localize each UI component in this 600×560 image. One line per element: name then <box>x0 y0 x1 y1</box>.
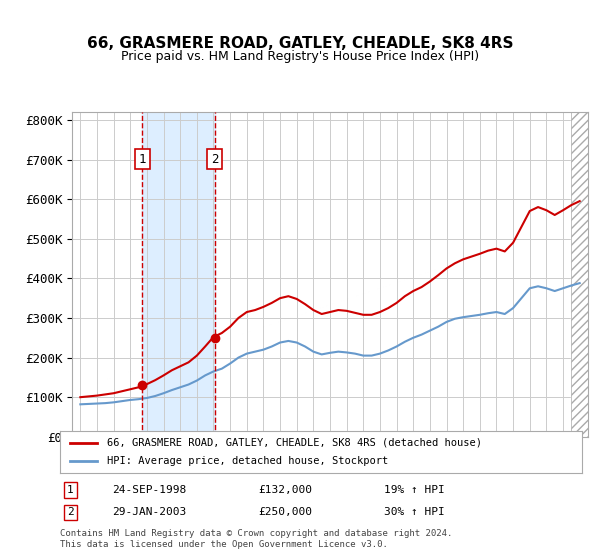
Bar <box>571 112 588 437</box>
Bar <box>142 112 215 437</box>
Text: 1: 1 <box>139 152 146 166</box>
Text: £132,000: £132,000 <box>259 485 313 495</box>
Text: 1: 1 <box>67 485 74 495</box>
Text: 19% ↑ HPI: 19% ↑ HPI <box>383 485 445 495</box>
Text: 29-JAN-2003: 29-JAN-2003 <box>112 507 187 517</box>
Text: 30% ↑ HPI: 30% ↑ HPI <box>383 507 445 517</box>
Text: £250,000: £250,000 <box>259 507 313 517</box>
Bar <box>571 112 588 437</box>
Text: 2: 2 <box>211 152 218 166</box>
Text: 2: 2 <box>67 507 74 517</box>
Text: HPI: Average price, detached house, Stockport: HPI: Average price, detached house, Stoc… <box>107 456 388 466</box>
Text: 24-SEP-1998: 24-SEP-1998 <box>112 485 187 495</box>
Text: 66, GRASMERE ROAD, GATLEY, CHEADLE, SK8 4RS: 66, GRASMERE ROAD, GATLEY, CHEADLE, SK8 … <box>87 36 513 52</box>
Text: 66, GRASMERE ROAD, GATLEY, CHEADLE, SK8 4RS (detached house): 66, GRASMERE ROAD, GATLEY, CHEADLE, SK8 … <box>107 438 482 448</box>
Text: Price paid vs. HM Land Registry's House Price Index (HPI): Price paid vs. HM Land Registry's House … <box>121 50 479 63</box>
Text: Contains HM Land Registry data © Crown copyright and database right 2024.
This d: Contains HM Land Registry data © Crown c… <box>60 529 452 549</box>
